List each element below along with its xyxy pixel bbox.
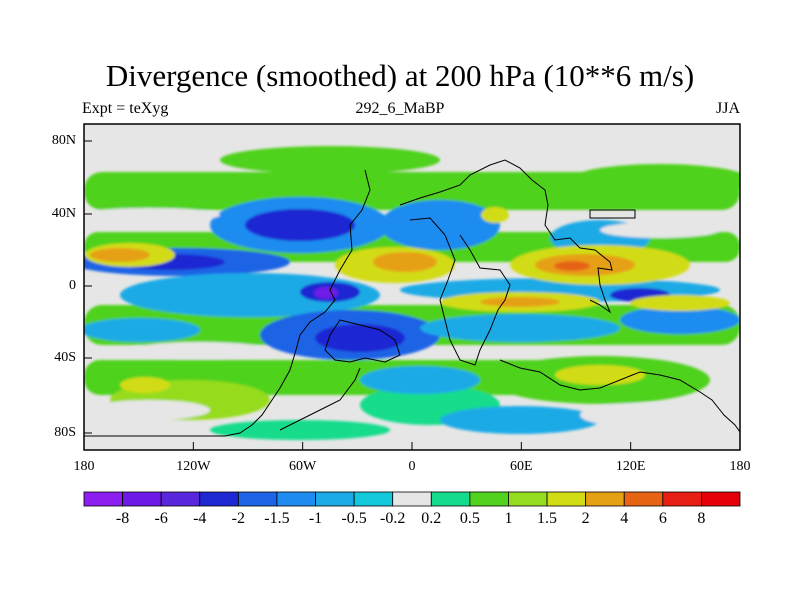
colorbar-swatch (508, 491, 548, 507)
colorbar-label: 0.5 (459, 510, 480, 527)
colorbar-swatch (122, 491, 162, 507)
coastline-outlines (84, 159, 740, 437)
colorbar-label: 1 (504, 510, 513, 527)
colorbar-swatch (662, 491, 702, 507)
axis-ticks (83, 140, 741, 450)
colorbar-swatch (199, 491, 239, 507)
colorbar-label: -1.5 (264, 510, 290, 527)
colorbar-swatch (276, 491, 316, 507)
lon-tick-label: 120E (615, 459, 646, 474)
colorbar-swatch (353, 491, 394, 507)
lat-tick-label: 40S (54, 350, 76, 365)
lon-tick-label: 60E (510, 459, 533, 474)
lat-tick-label: 0 (69, 278, 76, 293)
colorbar-swatch (469, 491, 509, 507)
colorbar-swatch (546, 491, 587, 507)
lon-tick-label: 180 (729, 459, 751, 474)
colorbar-label: -8 (115, 510, 130, 527)
lon-tick-label: 120W (176, 459, 211, 474)
experiment-label: Expt = teXyg (82, 100, 169, 117)
colorbar-swatch (430, 491, 471, 507)
colorbar (83, 491, 741, 507)
colorbar-label: 8 (697, 510, 706, 527)
map-title: Divergence (smoothed) at 200 hPa (10**6 … (105, 58, 695, 93)
colorbar-label: -4 (193, 510, 207, 527)
lon-tick-label: 0 (408, 459, 416, 474)
colorbar-label: 6 (658, 510, 667, 527)
colorbar-label: -0.2 (380, 510, 406, 527)
colorbar-label: -6 (154, 510, 168, 527)
colorbar-swatch (237, 491, 278, 507)
lon-tick-label: 180 (73, 459, 95, 474)
colorbar-swatch (160, 491, 201, 507)
lat-tick-label: 80S (54, 425, 76, 440)
contour-field (84, 124, 740, 450)
lon-tick-label: 60W (289, 459, 317, 474)
colorbar-label: 2 (581, 510, 590, 527)
colorbar-swatch (623, 491, 664, 507)
colorbar-label: 0.2 (421, 510, 442, 527)
colorbar-label: 1.5 (537, 510, 558, 527)
colorbar-swatch (585, 491, 625, 507)
run-label: 292_6_MaBP (355, 100, 445, 117)
colorbar-label: -2 (231, 510, 245, 527)
season-label: JJA (715, 100, 740, 117)
lat-tick-label: 40N (51, 206, 76, 221)
colorbar-swatch (315, 491, 355, 507)
lat-tick-label: 80N (51, 133, 76, 148)
colorbar-swatch (83, 491, 123, 507)
colorbar-label: 4 (620, 510, 629, 527)
colorbar-label: -0.5 (341, 510, 367, 527)
colorbar-swatch (392, 491, 432, 507)
colorbar-swatch (701, 491, 741, 507)
colorbar-label: -1 (308, 510, 323, 527)
